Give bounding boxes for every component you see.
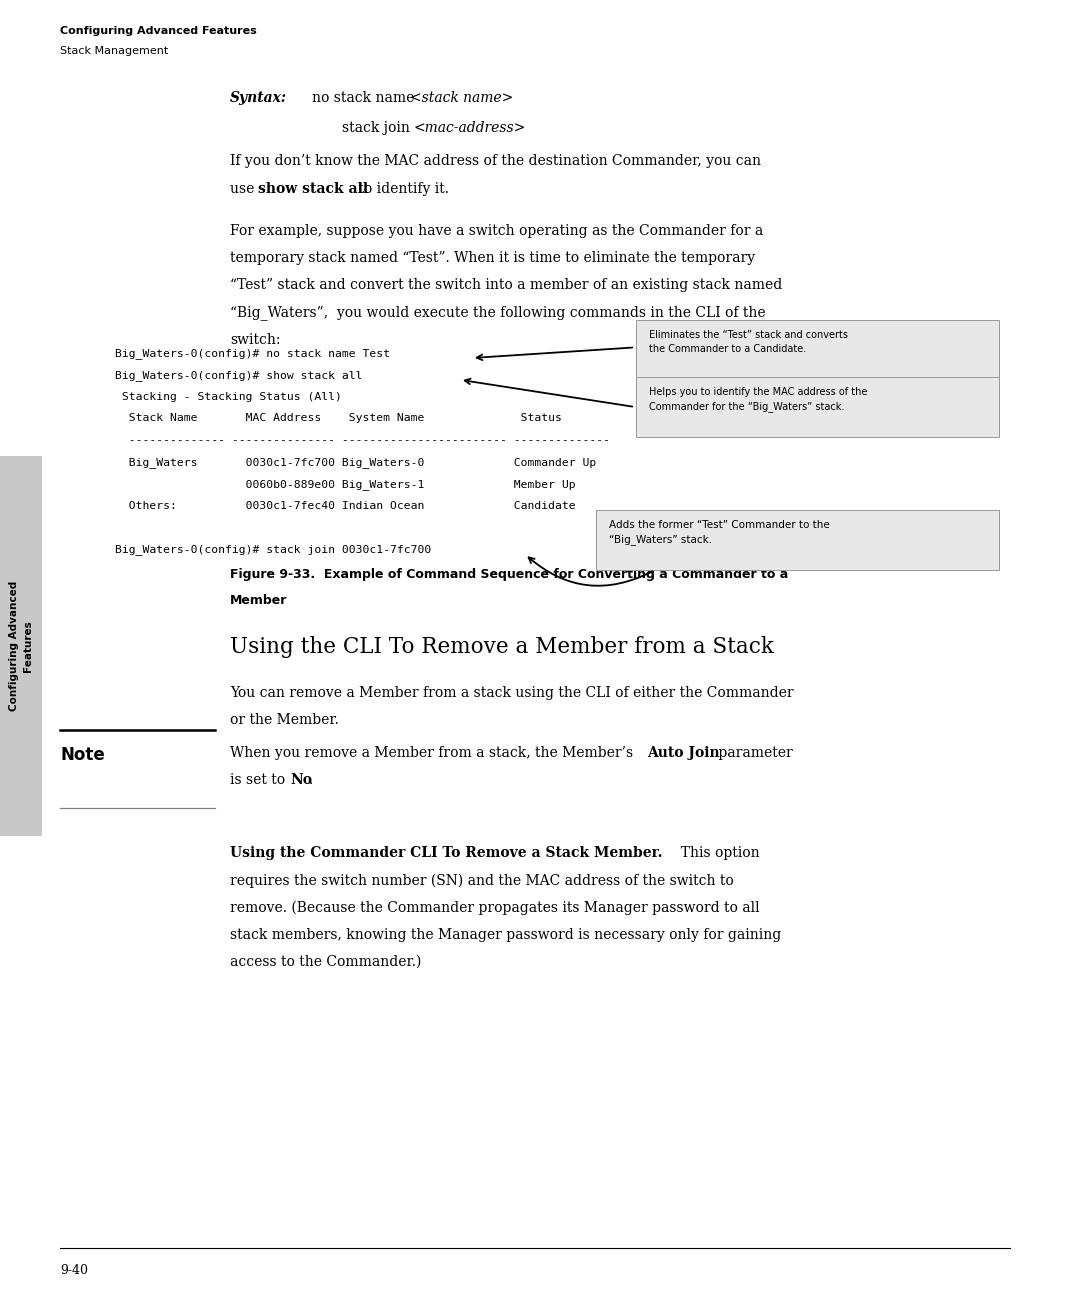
Text: stack members, knowing the Manager password is necessary only for gaining: stack members, knowing the Manager passw… bbox=[230, 928, 781, 942]
Text: Helps you to identify the MAC address of the
Commander for the “Big_Waters” stac: Helps you to identify the MAC address of… bbox=[649, 388, 867, 412]
Text: access to the Commander.): access to the Commander.) bbox=[230, 955, 421, 969]
Text: Stack Name       MAC Address    System Name              Status: Stack Name MAC Address System Name Statu… bbox=[114, 413, 562, 424]
Text: This option: This option bbox=[672, 846, 759, 861]
Text: stack join: stack join bbox=[342, 121, 415, 135]
Text: 9-40: 9-40 bbox=[60, 1264, 87, 1277]
Text: Configuring Advanced
Features: Configuring Advanced Features bbox=[9, 581, 33, 712]
Text: .: . bbox=[309, 774, 313, 787]
Text: Member: Member bbox=[230, 595, 287, 608]
Text: to identify it.: to identify it. bbox=[354, 181, 449, 196]
Text: switch:: switch: bbox=[230, 333, 281, 346]
Text: “Test” stack and convert the switch into a member of an existing stack named: “Test” stack and convert the switch into… bbox=[230, 279, 782, 292]
Text: If you don’t know the MAC address of the destination Commander, you can: If you don’t know the MAC address of the… bbox=[230, 154, 761, 168]
Text: Stack Management: Stack Management bbox=[60, 45, 168, 56]
Text: Stacking - Stacking Status (All): Stacking - Stacking Status (All) bbox=[114, 391, 342, 402]
Text: parameter: parameter bbox=[714, 746, 793, 759]
Text: Using the Commander CLI To Remove a Stack Member.: Using the Commander CLI To Remove a Stac… bbox=[230, 846, 662, 861]
Text: Using the CLI To Remove a Member from a Stack: Using the CLI To Remove a Member from a … bbox=[230, 636, 774, 658]
Text: You can remove a Member from a stack using the CLI of either the Commander: You can remove a Member from a stack usi… bbox=[230, 686, 794, 700]
Text: <mac-address>: <mac-address> bbox=[414, 121, 526, 135]
Text: When you remove a Member from a stack, the Member’s: When you remove a Member from a stack, t… bbox=[230, 746, 637, 759]
Text: “Big_Waters”,  you would execute the following commands in the CLI of the: “Big_Waters”, you would execute the foll… bbox=[230, 306, 766, 320]
Text: temporary stack named “Test”. When it is time to eliminate the temporary: temporary stack named “Test”. When it is… bbox=[230, 251, 755, 264]
FancyBboxPatch shape bbox=[596, 511, 999, 570]
Text: Note: Note bbox=[60, 746, 105, 765]
Text: Syntax:: Syntax: bbox=[230, 91, 287, 105]
Text: or the Member.: or the Member. bbox=[230, 713, 339, 727]
Text: Adds the former “Test” Commander to the
“Big_Waters” stack.: Adds the former “Test” Commander to the … bbox=[609, 520, 829, 544]
Text: Big_Waters-0(config)# no stack name Test: Big_Waters-0(config)# no stack name Test bbox=[114, 349, 390, 359]
Text: remove. (Because the Commander propagates its Manager password to all: remove. (Because the Commander propagate… bbox=[230, 901, 759, 915]
Text: Big_Waters-0(config)# stack join 0030c1-7fc700: Big_Waters-0(config)# stack join 0030c1-… bbox=[114, 544, 431, 555]
FancyBboxPatch shape bbox=[636, 377, 999, 437]
Text: Eliminates the “Test” stack and converts
the Commander to a Candidate.: Eliminates the “Test” stack and converts… bbox=[649, 330, 848, 354]
Text: Figure 9-33.  Example of Command Sequence for Converting a Commander to a: Figure 9-33. Example of Command Sequence… bbox=[230, 568, 788, 581]
Text: <stack name>: <stack name> bbox=[410, 91, 513, 105]
FancyBboxPatch shape bbox=[0, 456, 42, 836]
Text: show stack all: show stack all bbox=[258, 181, 368, 196]
Text: -------------- --------------- ------------------------ --------------: -------------- --------------- ---------… bbox=[114, 435, 610, 446]
Text: is set to: is set to bbox=[230, 774, 289, 787]
Text: requires the switch number (SN) and the MAC address of the switch to: requires the switch number (SN) and the … bbox=[230, 874, 733, 888]
Text: use: use bbox=[230, 181, 259, 196]
Text: 0060b0-889e00 Big_Waters-1             Member Up: 0060b0-889e00 Big_Waters-1 Member Up bbox=[114, 478, 576, 490]
Text: Others:          0030c1-7fec40 Indian Ocean             Candidate: Others: 0030c1-7fec40 Indian Ocean Candi… bbox=[114, 500, 576, 511]
Text: For example, suppose you have a switch operating as the Commander for a: For example, suppose you have a switch o… bbox=[230, 224, 764, 237]
Text: Big_Waters       0030c1-7fc700 Big_Waters-0             Commander Up: Big_Waters 0030c1-7fc700 Big_Waters-0 Co… bbox=[114, 457, 596, 468]
Text: no stack name: no stack name bbox=[312, 91, 419, 105]
FancyBboxPatch shape bbox=[636, 320, 999, 380]
Text: Big_Waters-0(config)# show stack all: Big_Waters-0(config)# show stack all bbox=[114, 369, 363, 381]
Text: No: No bbox=[291, 774, 312, 787]
Text: Auto Join: Auto Join bbox=[647, 746, 719, 759]
Text: Configuring Advanced Features: Configuring Advanced Features bbox=[60, 26, 257, 36]
